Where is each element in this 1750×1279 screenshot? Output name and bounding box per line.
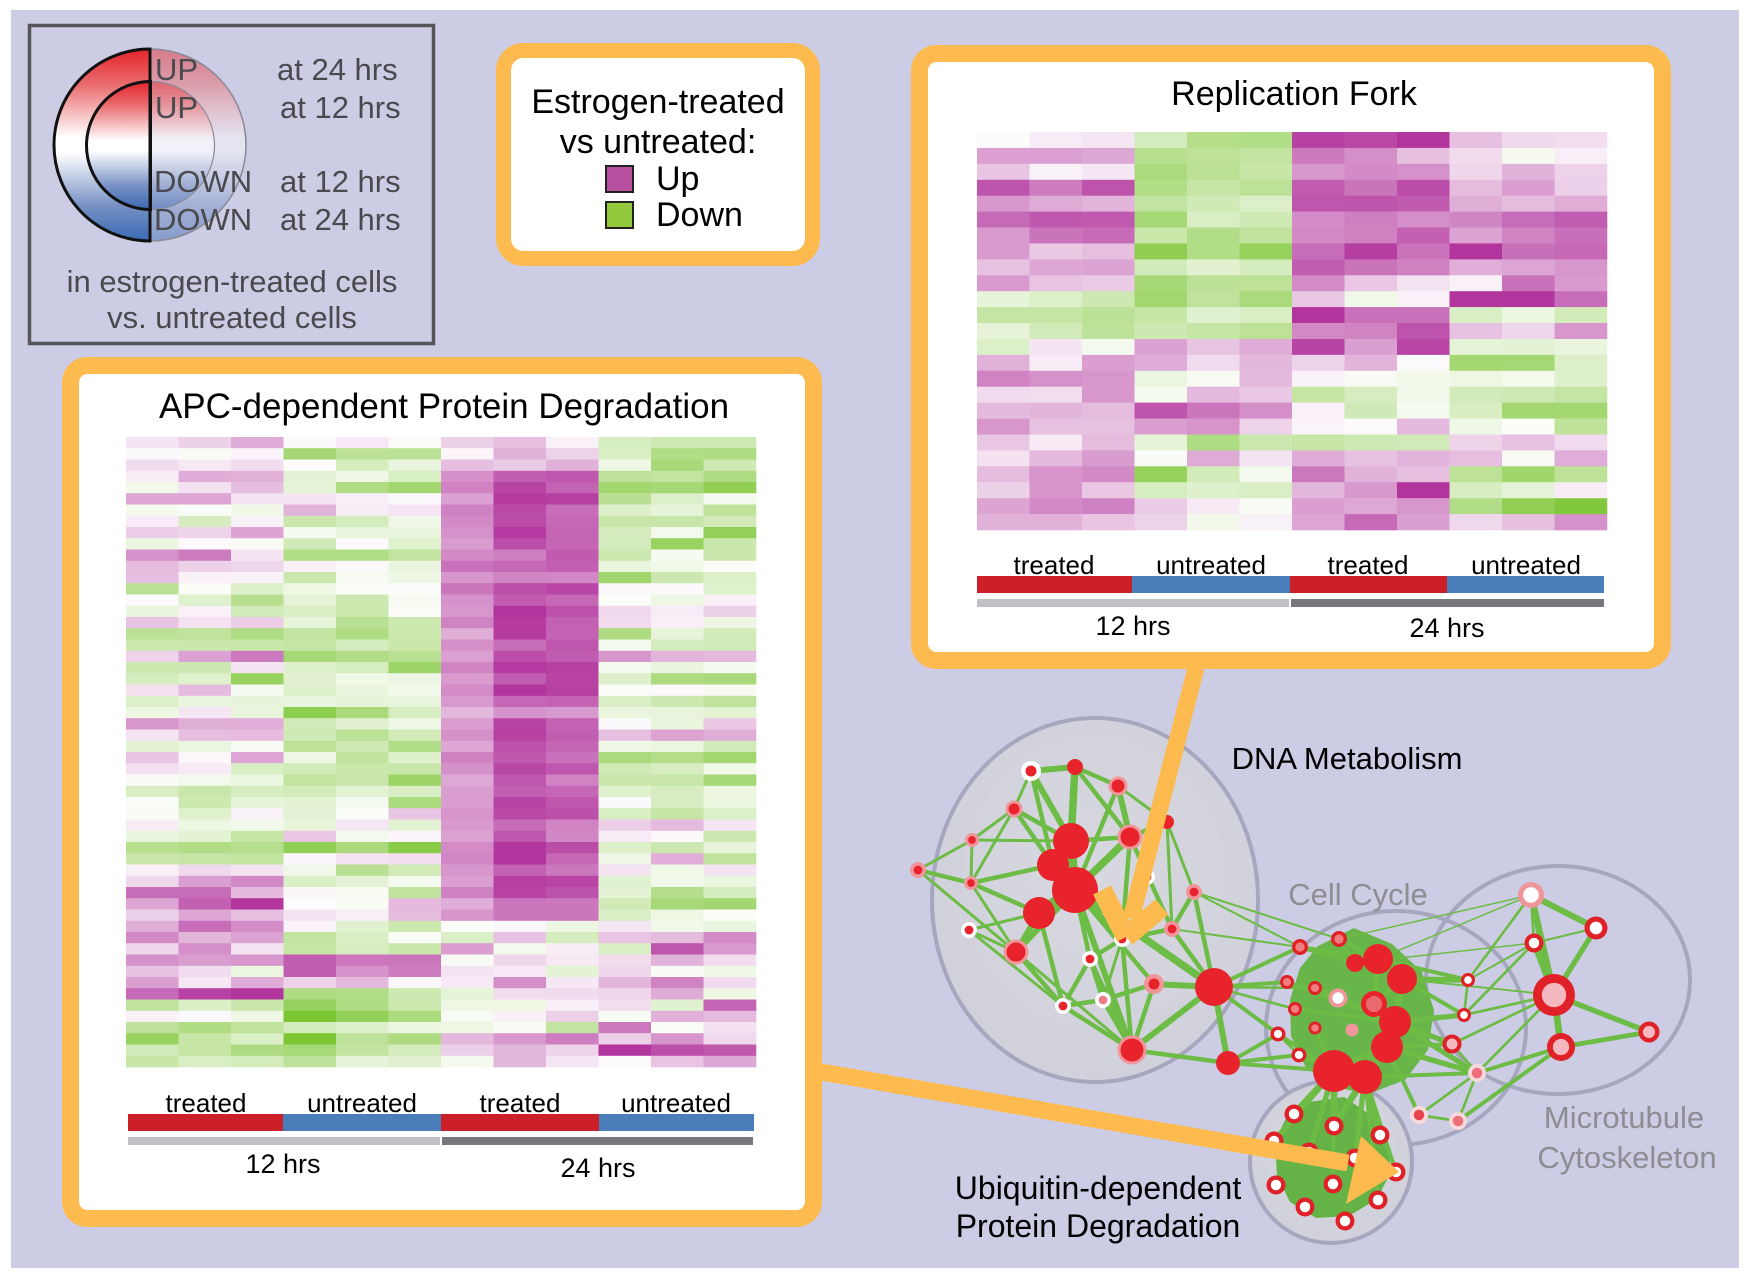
- svg-text:treated: treated: [1014, 550, 1095, 580]
- svg-text:at 24 hrs: at 24 hrs: [277, 52, 398, 87]
- svg-text:treated: treated: [1328, 550, 1409, 580]
- svg-text:Protein Degradation: Protein Degradation: [956, 1208, 1241, 1244]
- svg-text:untreated: untreated: [1156, 550, 1266, 580]
- svg-text:Down: Down: [656, 196, 743, 234]
- svg-text:DOWN: DOWN: [154, 164, 252, 199]
- svg-text:DOWN: DOWN: [154, 202, 252, 237]
- svg-text:untreated: untreated: [621, 1088, 731, 1118]
- svg-text:12 hrs: 12 hrs: [1095, 611, 1170, 641]
- svg-text:at 12 hrs: at 12 hrs: [280, 90, 401, 125]
- svg-text:APC-dependent Protein Degradat: APC-dependent Protein Degradation: [159, 387, 729, 426]
- svg-text:Microtubule: Microtubule: [1544, 1100, 1704, 1135]
- svg-text:Cell Cycle: Cell Cycle: [1288, 877, 1428, 912]
- svg-text:treated: treated: [166, 1088, 247, 1118]
- svg-text:at 12 hrs: at 12 hrs: [280, 164, 401, 199]
- svg-text:24 hrs: 24 hrs: [560, 1153, 635, 1183]
- svg-text:Cytoskeleton: Cytoskeleton: [1537, 1140, 1716, 1175]
- svg-text:UP: UP: [155, 52, 198, 87]
- svg-text:12 hrs: 12 hrs: [245, 1149, 320, 1179]
- svg-text:DNA Metabolism: DNA Metabolism: [1232, 741, 1463, 776]
- svg-text:Ubiquitin-dependent: Ubiquitin-dependent: [955, 1170, 1242, 1206]
- svg-text:treated: treated: [480, 1088, 561, 1118]
- svg-text:Up: Up: [656, 160, 699, 198]
- svg-text:at 24 hrs: at 24 hrs: [280, 202, 401, 237]
- svg-text:Replication Fork: Replication Fork: [1171, 75, 1418, 113]
- svg-text:vs untreated:: vs untreated:: [560, 123, 757, 161]
- svg-text:Estrogen-treated: Estrogen-treated: [531, 83, 784, 121]
- svg-text:UP: UP: [155, 90, 198, 125]
- svg-text:in estrogen-treated cells: in estrogen-treated cells: [67, 264, 398, 299]
- svg-text:vs. untreated cells: vs. untreated cells: [107, 300, 357, 335]
- svg-text:untreated: untreated: [307, 1088, 417, 1118]
- svg-text:24 hrs: 24 hrs: [1409, 613, 1484, 643]
- svg-text:untreated: untreated: [1471, 550, 1581, 580]
